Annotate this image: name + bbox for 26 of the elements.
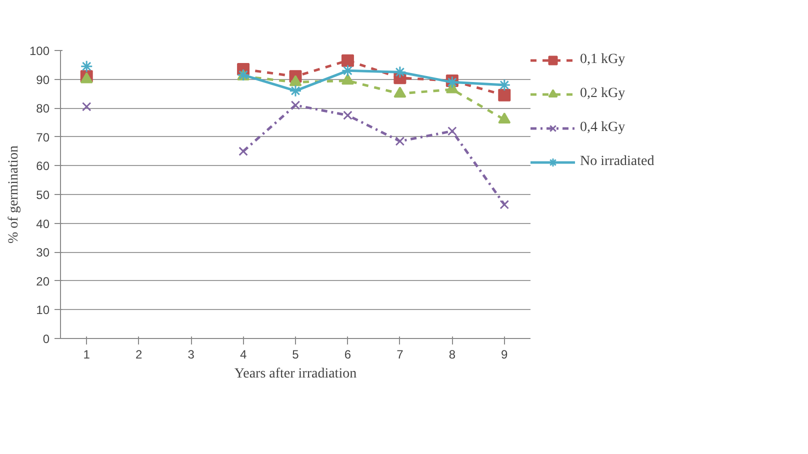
legend-label: 0,2 kGy: [580, 86, 626, 102]
y-tick-label: 30: [36, 246, 50, 260]
y-tick-label: 20: [36, 274, 50, 288]
x-tick-label: 6: [344, 348, 352, 362]
legend-label: 0,4 kGy: [580, 120, 626, 136]
x-tick-label: 7: [396, 348, 404, 362]
x-tick-label: 5: [292, 348, 300, 362]
legend-label: 0,1 kGy: [580, 52, 626, 68]
x-tick-label: 3: [188, 348, 195, 362]
x-tick-label: 9: [501, 348, 508, 362]
y-tick-label: 90: [36, 72, 50, 87]
y-tick-label: 0: [42, 332, 50, 346]
y-tick-label: 70: [36, 130, 50, 144]
x-tick-label: 2: [135, 348, 142, 362]
x-tick-label: 4: [240, 348, 247, 362]
y-tick-label: 10: [36, 303, 50, 318]
y-tick-label: 100: [29, 44, 50, 58]
x-tick-label: 1: [83, 348, 90, 362]
y-axis-title: % of germination: [6, 146, 22, 244]
y-tick-label: 50: [36, 188, 50, 202]
y-tick-label: 40: [36, 216, 50, 231]
x-axis-title: Years after irradiation: [234, 366, 357, 382]
y-tick-label: 60: [36, 159, 50, 174]
x-tick-label: 8: [448, 348, 456, 362]
legend-label: No irradiated: [580, 154, 654, 170]
y-tick-label: 80: [36, 102, 50, 116]
